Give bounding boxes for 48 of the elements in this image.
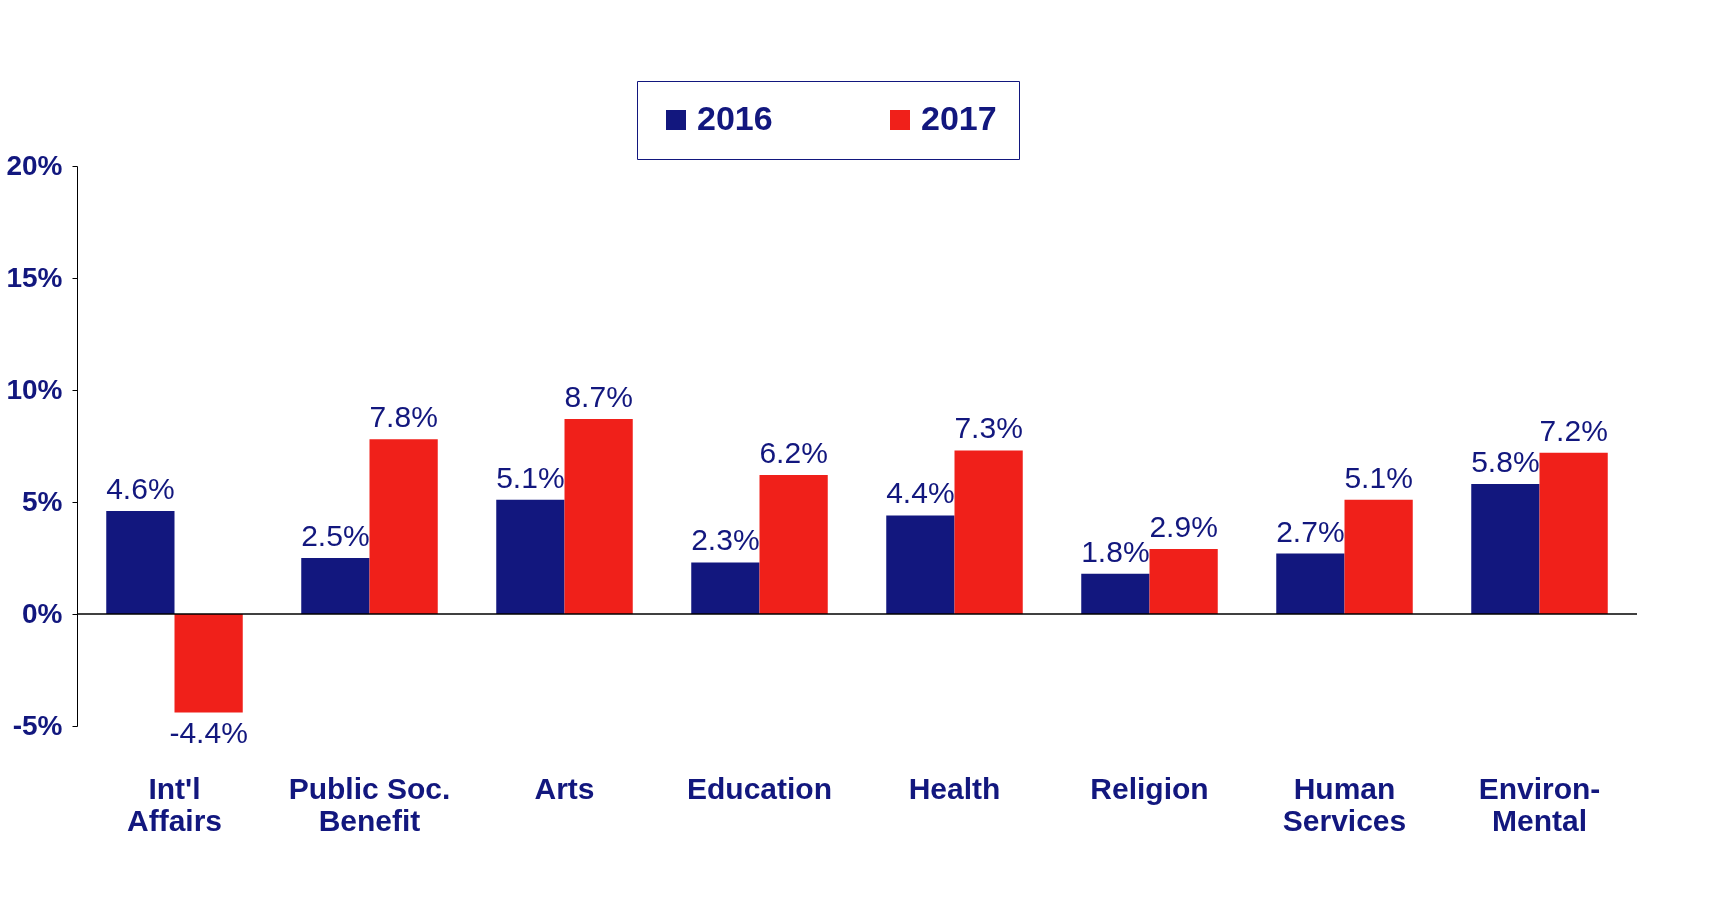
- bar: [564, 419, 633, 614]
- bar: [1081, 573, 1150, 614]
- x-tick-label: Health: [908, 771, 1001, 805]
- bar: [1149, 549, 1218, 614]
- bar: [496, 499, 565, 614]
- bar: [1344, 499, 1413, 614]
- bar: [954, 450, 1023, 614]
- x-tick-label: Human Services: [1282, 771, 1407, 837]
- data-label: 2.7%: [1276, 514, 1345, 548]
- data-label: 7.8%: [369, 400, 438, 434]
- data-label: 1.8%: [1081, 534, 1150, 568]
- bar: [759, 475, 828, 614]
- bar: [1539, 452, 1608, 614]
- data-label: 5.1%: [1344, 460, 1413, 494]
- x-tick-label: Education: [686, 771, 833, 805]
- data-label: 8.7%: [564, 380, 633, 414]
- y-tick-label: 10%: [6, 373, 63, 405]
- x-tick-label: Arts: [534, 771, 595, 805]
- legend-label: 2016: [697, 99, 773, 137]
- legend-label: 2017: [921, 99, 997, 137]
- data-label: 2.9%: [1149, 510, 1218, 544]
- bar: [691, 562, 760, 614]
- bar: [106, 510, 175, 614]
- bar: [174, 614, 243, 713]
- bar: [1471, 484, 1540, 614]
- bar: [301, 558, 370, 614]
- data-label: 5.8%: [1471, 445, 1540, 479]
- data-label: 6.2%: [759, 436, 828, 470]
- y-tick-label: -5%: [12, 709, 63, 741]
- data-label: 4.4%: [886, 476, 955, 510]
- y-tick-label: 5%: [22, 485, 63, 517]
- data-label: 2.5%: [301, 519, 370, 552]
- x-tick-label: Int'l Affairs: [126, 771, 223, 837]
- data-label: 2.3%: [691, 523, 760, 557]
- data-label: 5.1%: [496, 460, 565, 494]
- y-tick-label: 20%: [6, 149, 63, 181]
- data-label: 4.6%: [106, 471, 175, 505]
- y-tick-label: 0%: [22, 597, 63, 629]
- bar: [886, 515, 955, 614]
- data-label: 7.3%: [954, 411, 1023, 445]
- data-label: -4.4%: [169, 715, 248, 749]
- bar: [1276, 553, 1345, 614]
- x-tick-label: Environ- Mental: [1478, 771, 1601, 837]
- data-label: 7.2%: [1539, 413, 1608, 447]
- y-tick-label: 15%: [6, 261, 63, 293]
- x-tick-label: Religion: [1090, 771, 1209, 805]
- bar: [369, 439, 438, 614]
- x-tick-label: Public Soc. Benefit: [288, 771, 451, 837]
